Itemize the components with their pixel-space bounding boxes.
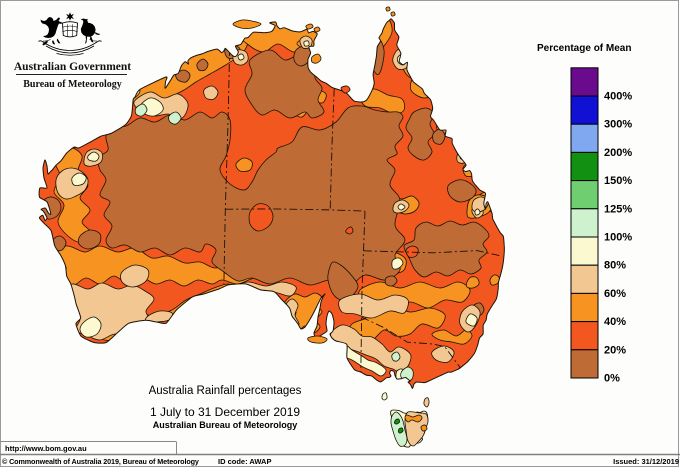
svg-text:0%: 0% bbox=[604, 373, 620, 385]
svg-text:Percentage of Mean: Percentage of Mean bbox=[537, 43, 631, 54]
svg-text:400%: 400% bbox=[604, 91, 632, 103]
svg-text:100%: 100% bbox=[604, 232, 632, 244]
svg-text:300%: 300% bbox=[604, 119, 632, 131]
svg-text:150%: 150% bbox=[604, 175, 632, 187]
svg-text:80%: 80% bbox=[604, 260, 626, 272]
svg-text:60%: 60% bbox=[604, 288, 626, 300]
svg-text:20%: 20% bbox=[604, 344, 626, 356]
svg-text:200%: 200% bbox=[604, 147, 632, 159]
svg-text:40%: 40% bbox=[604, 316, 626, 328]
svg-text:125%: 125% bbox=[604, 203, 632, 215]
